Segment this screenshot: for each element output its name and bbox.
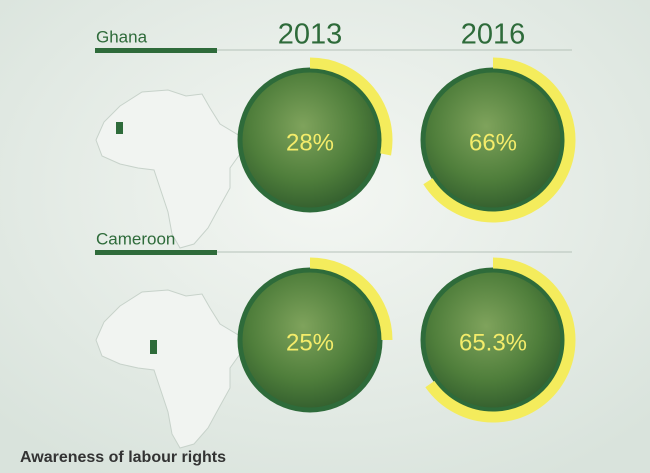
- progress-arc: [423, 57, 576, 223]
- track-ring: [237, 67, 383, 213]
- value-label: 25%: [286, 329, 334, 356]
- photo-circle: [241, 71, 379, 209]
- progress-arc: [309, 257, 393, 341]
- progress-arc: [425, 257, 576, 423]
- value-label: 65.3%: [459, 329, 527, 356]
- column-header: 2016: [461, 19, 526, 51]
- photo-circle: [424, 71, 562, 209]
- value-label: 28%: [286, 129, 334, 156]
- country-highlight: [150, 340, 157, 354]
- country-label: Ghana: [96, 27, 148, 46]
- photo-circle: [241, 271, 379, 409]
- divider-accent: [95, 48, 217, 53]
- country-highlight: [116, 122, 123, 134]
- chart-title: Awareness of labour rights: [20, 449, 226, 466]
- column-header: 2013: [278, 19, 343, 51]
- africa-map: [95, 289, 253, 449]
- track-ring: [420, 267, 566, 413]
- photo-circle: [424, 271, 562, 409]
- track-ring: [237, 267, 383, 413]
- africa-map: [95, 89, 253, 249]
- value-label: 66%: [469, 129, 517, 156]
- divider-accent: [95, 250, 217, 255]
- progress-arc: [309, 57, 393, 156]
- track-ring: [420, 67, 566, 213]
- country-label: Cameroon: [96, 229, 175, 248]
